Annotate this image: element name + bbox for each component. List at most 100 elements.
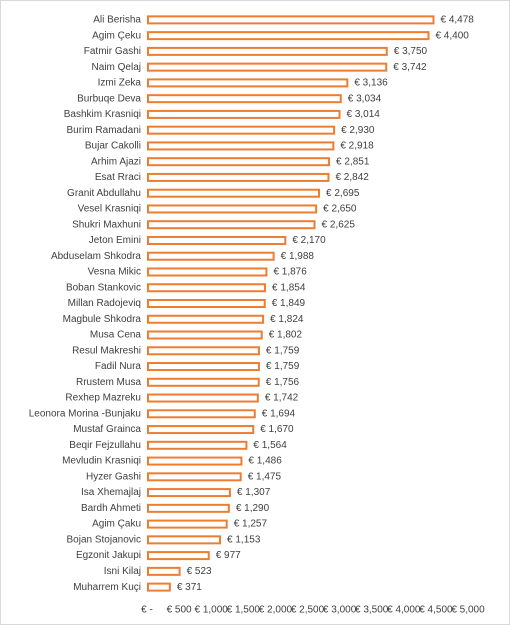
bar: [147, 503, 230, 513]
y-tick-label: Magbule Shkodra: [63, 314, 142, 325]
bar: [147, 31, 430, 41]
y-tick-label: Millan Radojeviq: [68, 298, 141, 309]
data-label: € 1,759: [266, 345, 300, 356]
bar: [147, 393, 259, 403]
bar: [147, 551, 210, 561]
bar: [147, 94, 342, 104]
y-tick-label: Egzonit Jakupi: [76, 550, 141, 561]
bar: [147, 488, 231, 498]
data-label: € 1,290: [236, 503, 270, 514]
x-tick-label: € 2,500: [291, 605, 325, 616]
data-label: € 4,478: [440, 15, 474, 26]
y-tick-label: Naim Qelaj: [92, 62, 141, 73]
data-label: € 2,930: [341, 125, 375, 136]
x-tick-label: € 1,500: [227, 605, 261, 616]
bar: [147, 188, 321, 198]
x-tick-label: € -: [141, 605, 153, 616]
x-tick-label: € 3,000: [323, 605, 357, 616]
y-tick-label: Muharrem Kuçi: [73, 582, 141, 593]
data-label: € 1,854: [272, 282, 306, 293]
data-label: € 1,486: [248, 456, 282, 467]
y-tick-label: Agim Çeku: [92, 30, 141, 41]
data-label: € 2,918: [340, 141, 374, 152]
data-label: € 2,695: [326, 188, 360, 199]
y-tick-label: Musa Cena: [90, 330, 142, 341]
data-label: € 1,670: [260, 424, 294, 435]
y-tick-label: Boban Stankovic: [66, 282, 141, 293]
data-label: € 1,475: [248, 471, 282, 482]
bar: [147, 566, 181, 576]
data-label: € 371: [177, 582, 202, 593]
data-label: € 3,750: [394, 46, 428, 57]
x-tick-label: € 500: [167, 605, 192, 616]
bar: [147, 157, 331, 167]
y-tick-label: Leonora Morina -Bunjaku: [29, 408, 141, 419]
bar: [147, 377, 260, 387]
data-label: € 2,170: [292, 235, 326, 246]
bar: [147, 204, 318, 214]
data-label: € 1,849: [272, 298, 306, 309]
y-tick-label: Bardh Ahmeti: [81, 503, 141, 514]
bar: [147, 362, 260, 372]
y-tick-label: Abduselam Shkodra: [51, 251, 141, 262]
data-label: € 977: [216, 550, 241, 561]
bar: [147, 15, 435, 25]
bar: [147, 172, 330, 182]
y-tick-label: Mustaf Grainca: [73, 424, 141, 435]
bar: [147, 425, 255, 435]
bar: [147, 220, 316, 230]
y-tick-label: Fatmir Gashi: [84, 46, 141, 57]
data-label: € 1,742: [265, 393, 299, 404]
y-tick-label: Isa Xhemajlaj: [81, 487, 141, 498]
bar: [147, 283, 267, 293]
bar: [147, 535, 222, 545]
bar: [147, 46, 388, 56]
y-tick-label: Bashkim Krasniqi: [64, 109, 141, 120]
bar: [147, 330, 263, 340]
x-tick-label: € 4,000: [387, 605, 421, 616]
y-tick-label: Hyzer Gashi: [86, 471, 141, 482]
data-label: € 2,851: [336, 156, 370, 167]
data-label: € 523: [187, 566, 212, 577]
y-tick-label: Rexhep Mazreku: [65, 393, 141, 404]
data-label: € 2,650: [323, 204, 357, 215]
y-tick-label: Bojan Stojanovic: [67, 534, 142, 545]
bar: [147, 472, 242, 482]
data-label: € 3,136: [354, 78, 388, 89]
data-label: € 1,564: [253, 440, 287, 451]
data-label: € 3,742: [393, 62, 427, 73]
bar: [147, 519, 228, 529]
bar: [147, 78, 349, 88]
bar: [147, 456, 243, 466]
data-label: € 2,625: [322, 219, 356, 230]
y-tick-label: Arhim Ajazi: [91, 156, 141, 167]
bar: [147, 125, 336, 135]
bar: [147, 267, 268, 277]
bar: [147, 251, 275, 261]
y-tick-label: Vesel Krasniqi: [78, 204, 141, 215]
data-label: € 1,759: [266, 361, 300, 372]
bar: [147, 141, 335, 151]
y-tick-label: Burim Ramadani: [67, 125, 141, 136]
data-label: € 1,802: [269, 330, 303, 341]
y-tick-label: Granit Abdullahu: [67, 188, 141, 199]
data-label: € 1,153: [227, 534, 261, 545]
data-label: € 2,842: [335, 172, 369, 183]
data-label: € 3,034: [348, 93, 382, 104]
data-label: € 1,307: [237, 487, 271, 498]
x-tick-label: € 1,000: [195, 605, 229, 616]
bar: [147, 346, 260, 356]
bar: [147, 314, 265, 324]
data-label: € 1,756: [266, 377, 300, 388]
bar: [147, 109, 341, 119]
bar: [147, 409, 256, 419]
bar: [147, 440, 248, 450]
data-label: € 1,694: [262, 408, 296, 419]
bar: [147, 235, 287, 245]
y-tick-label: Shukri Maxhuni: [72, 219, 141, 230]
y-tick-label: Esat Rraci: [95, 172, 141, 183]
data-label: € 1,824: [270, 314, 304, 325]
bar: [147, 299, 266, 308]
